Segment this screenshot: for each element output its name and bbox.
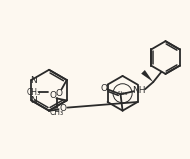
Text: CH₃: CH₃	[49, 108, 64, 117]
Text: N: N	[30, 96, 37, 105]
Text: O: O	[55, 89, 62, 98]
Text: N: N	[30, 76, 37, 85]
Text: CH₃: CH₃	[27, 88, 41, 97]
Polygon shape	[141, 70, 153, 82]
Text: NH: NH	[132, 86, 146, 95]
Text: O: O	[50, 91, 57, 100]
Text: O: O	[101, 84, 108, 93]
Text: Abs: Abs	[117, 91, 128, 96]
Text: O: O	[60, 104, 67, 113]
